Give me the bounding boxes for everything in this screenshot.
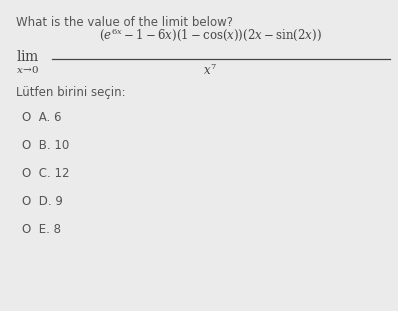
- Text: $x^7$: $x^7$: [203, 62, 217, 78]
- Text: Lütfen birini seçin:: Lütfen birini seçin:: [16, 86, 126, 99]
- Text: O  A. 6: O A. 6: [22, 111, 62, 124]
- Text: O  B. 10: O B. 10: [22, 139, 69, 152]
- Text: O  C. 12: O C. 12: [22, 167, 70, 180]
- Text: What is the value of the limit below?: What is the value of the limit below?: [16, 16, 233, 29]
- Text: $\mathrm{lim}$: $\mathrm{lim}$: [16, 49, 40, 64]
- Text: O  E. 8: O E. 8: [22, 223, 61, 236]
- Text: $(e^{6x}-1-6x)(1-\cos(x))(2x-\sin(2x))$: $(e^{6x}-1-6x)(1-\cos(x))(2x-\sin(2x))$: [99, 26, 322, 43]
- Text: O  D. 9: O D. 9: [22, 195, 63, 208]
- Text: $x\!\to\!0$: $x\!\to\!0$: [16, 64, 39, 75]
